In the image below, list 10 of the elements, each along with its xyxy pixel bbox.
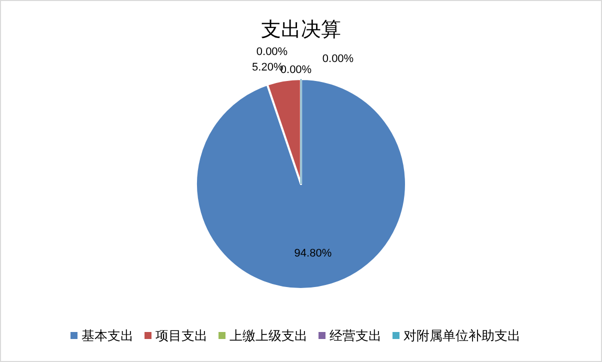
- pie-slice: [195, 78, 407, 290]
- chart-title: 支出决算: [261, 19, 341, 41]
- data-label: 94.80%: [294, 248, 332, 260]
- legend-label: 项目支出: [156, 328, 208, 343]
- legend-label: 对附属单位补助支出: [404, 328, 520, 343]
- legend-label: 经营支出: [330, 328, 382, 343]
- text: 0.00%: [256, 46, 288, 58]
- legend-label: 上缴上级支出: [230, 328, 308, 343]
- text: 0.00%: [322, 53, 354, 65]
- legend-label: 基本支出: [82, 328, 134, 343]
